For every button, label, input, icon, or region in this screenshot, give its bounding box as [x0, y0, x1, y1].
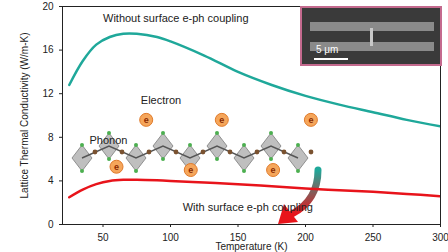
svg-text:e: e	[219, 115, 224, 125]
svg-text:0: 0	[48, 219, 54, 230]
svg-text:200: 200	[297, 232, 314, 243]
svg-text:250: 250	[365, 232, 382, 243]
html-text:5 μm: 5 μm	[316, 44, 339, 55]
svg-text:e: e	[114, 162, 119, 172]
svg-text:Without surface e-ph coupling: Without surface e-ph coupling	[103, 12, 249, 24]
svg-text:Lattice Thermal Conductivity (: Lattice Thermal Conductivity (W/m-K)	[19, 33, 30, 199]
svg-text:300: 300	[432, 232, 448, 243]
svg-text:12: 12	[42, 88, 54, 99]
svg-text:50: 50	[97, 232, 109, 243]
svg-text:e: e	[308, 115, 313, 125]
svg-text:e: e	[144, 115, 149, 125]
svg-text:16: 16	[42, 44, 54, 55]
svg-text:With surface e-ph coupling: With surface e-ph coupling	[183, 201, 313, 213]
svg-text:Electron: Electron	[141, 94, 181, 106]
svg-text:Phonon: Phonon	[90, 134, 128, 146]
svg-text:150: 150	[229, 231, 247, 243]
svg-text:e: e	[188, 165, 193, 175]
svg-text:8: 8	[48, 132, 54, 143]
svg-text:Temperature (K): Temperature (K)	[215, 241, 287, 252]
svg-text:4: 4	[48, 175, 54, 186]
svg-text:100: 100	[162, 232, 179, 243]
svg-text:e: e	[271, 165, 276, 175]
svg-text:20: 20	[42, 1, 54, 12]
